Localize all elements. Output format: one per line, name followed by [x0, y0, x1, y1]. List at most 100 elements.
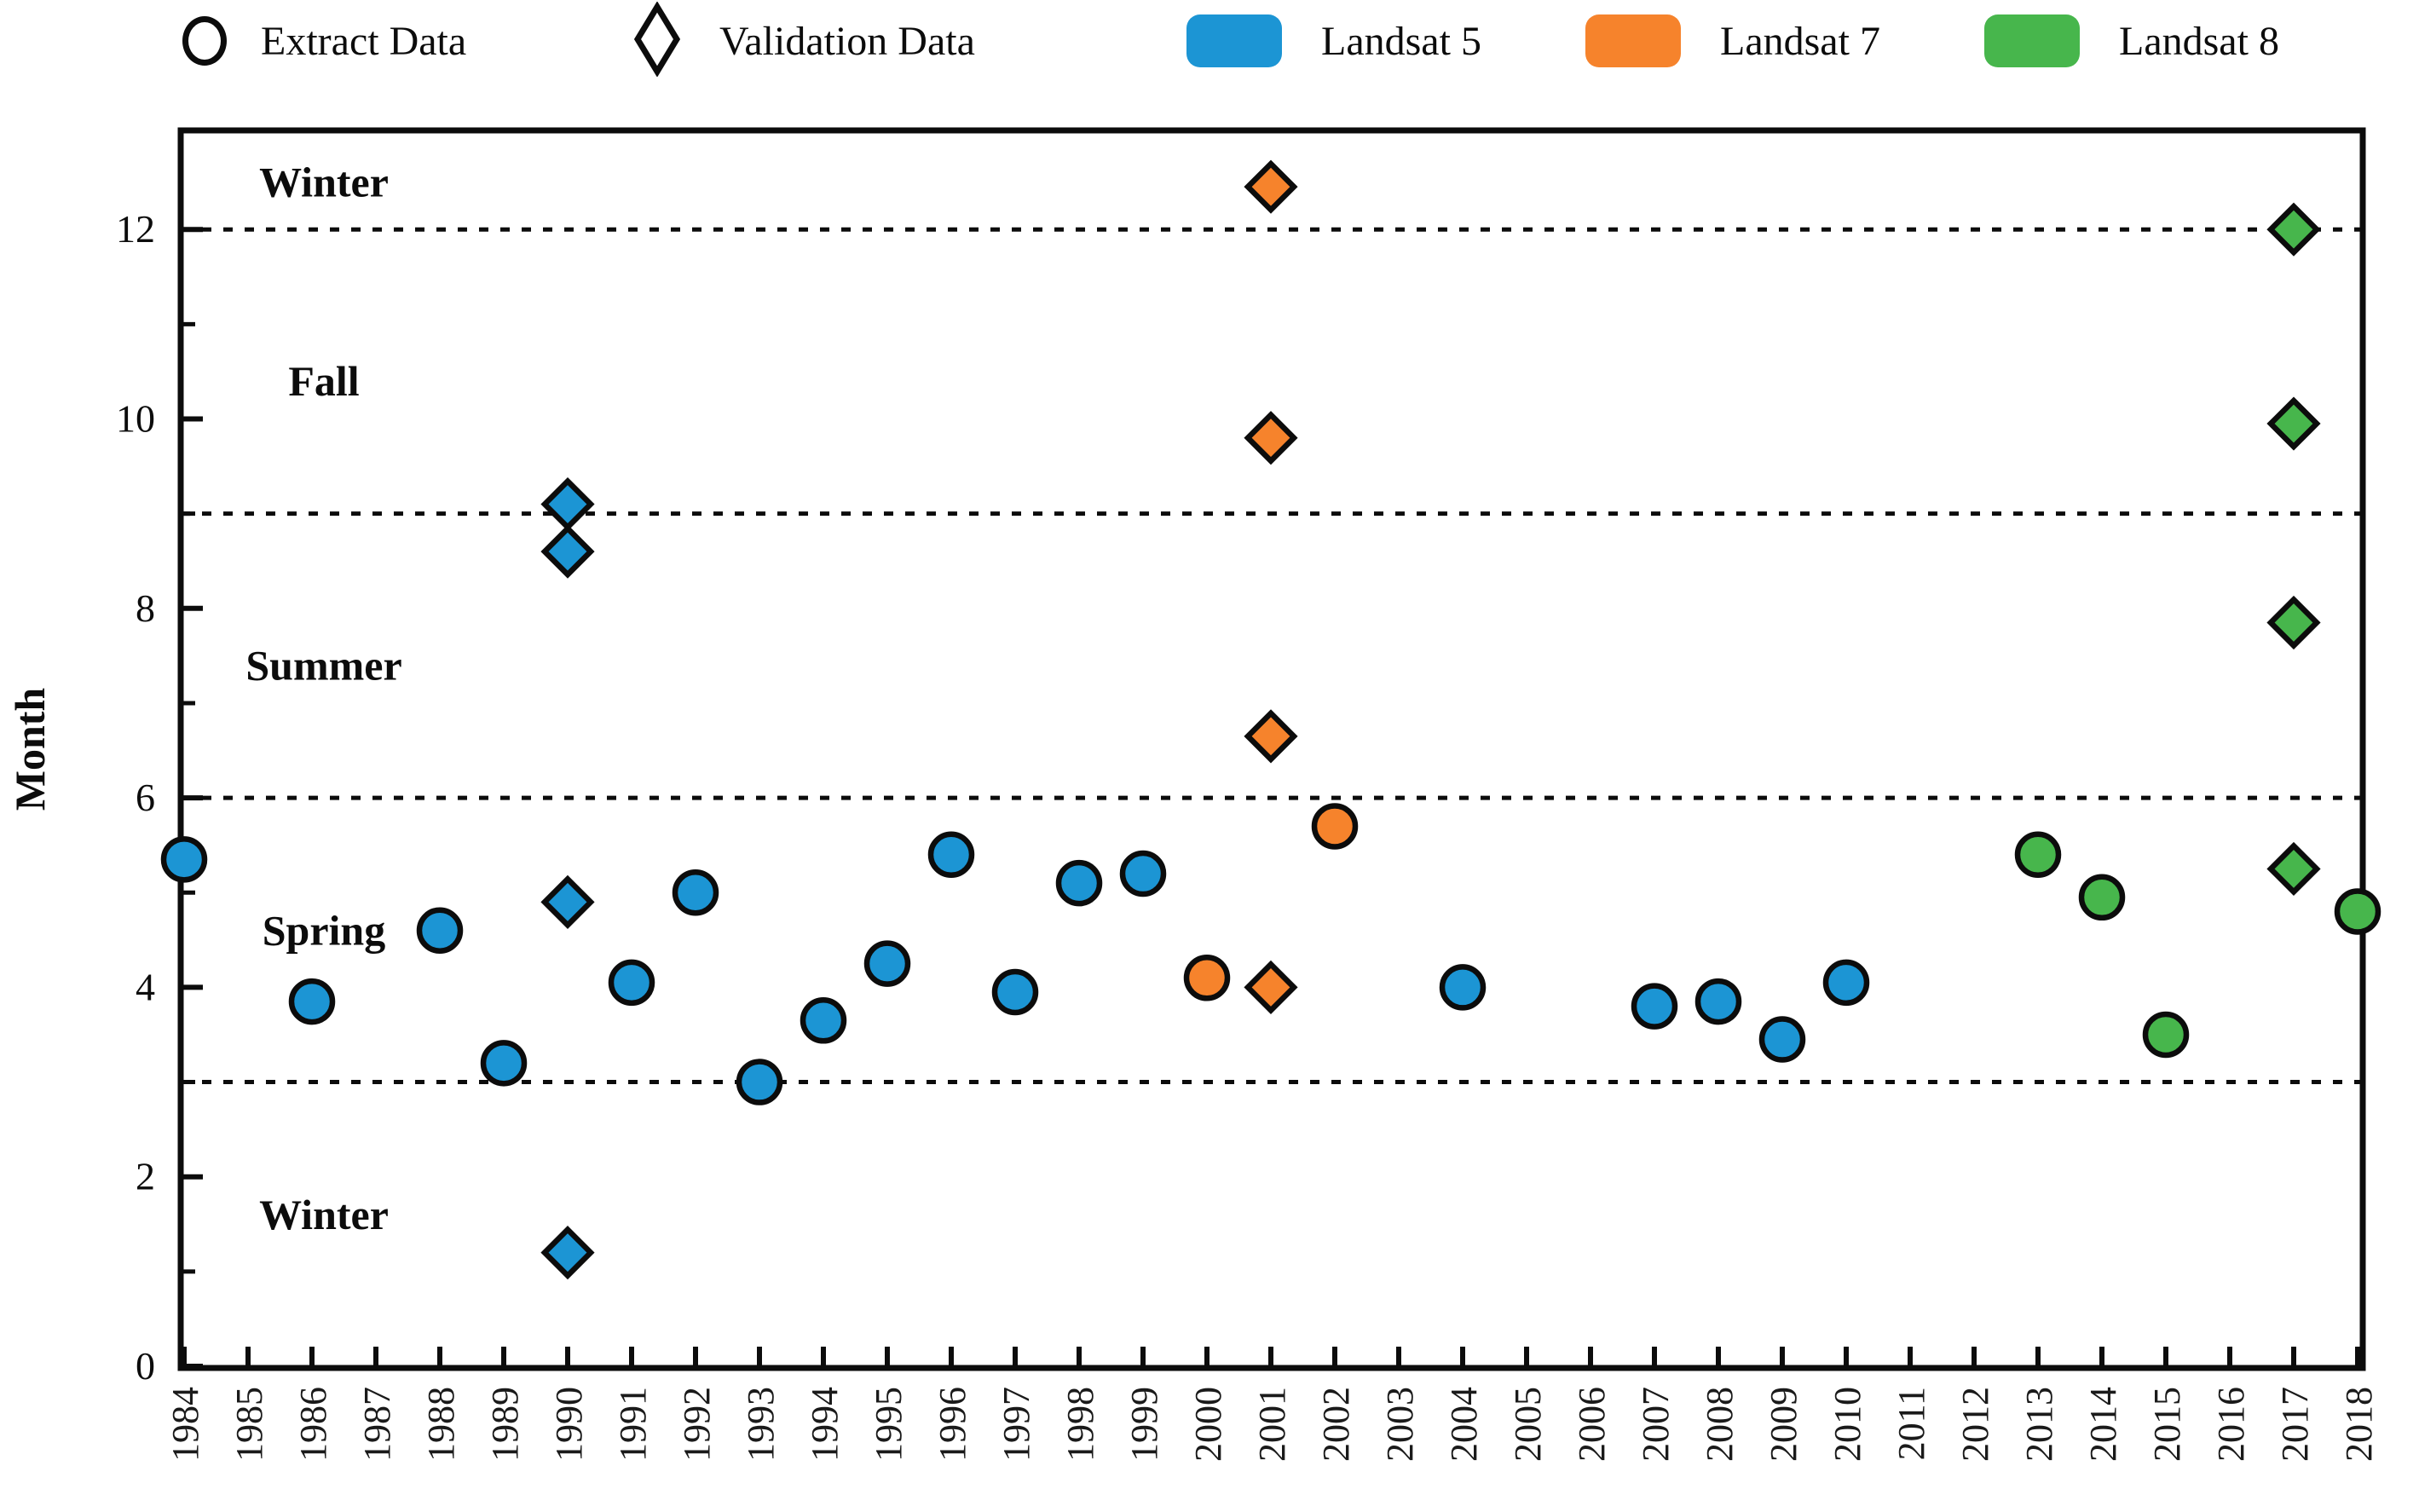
x-tick-label: 2015	[2146, 1387, 2188, 1462]
legend-landsat8-label: Landsat 8	[2119, 18, 2279, 64]
extract-data-point	[1119, 850, 1167, 897]
season-label: Spring	[263, 907, 386, 955]
validation-data-point	[1244, 709, 1298, 764]
validation-data-point	[1244, 159, 1298, 214]
validation-data-point	[540, 874, 595, 929]
legend-landsat5-label: Landsat 5	[1321, 18, 1481, 64]
y-tick-label: 10	[116, 397, 155, 441]
y-tick-label: 8	[136, 586, 155, 630]
x-tick-label: 2017	[2274, 1387, 2316, 1462]
x-tick-label: 1994	[804, 1387, 846, 1462]
extract-data-point	[1055, 859, 1103, 907]
extract-data-point	[1311, 803, 1359, 850]
extract-data-point	[927, 831, 975, 879]
extract-circle-icon	[182, 16, 227, 66]
x-tick-label: 1995	[868, 1387, 909, 1462]
extract-data-point	[800, 997, 847, 1044]
validation-data-point	[2266, 202, 2321, 257]
x-tick-label: 1985	[228, 1387, 270, 1462]
extract-data-point	[160, 836, 208, 883]
x-tick-label: 1993	[740, 1387, 782, 1462]
extract-data-point	[736, 1059, 783, 1105]
y-tick-label: 0	[136, 1344, 155, 1388]
season-label: Winter	[259, 1191, 389, 1238]
x-tick-label: 1989	[484, 1387, 526, 1462]
season-label: Summer	[245, 641, 401, 689]
x-tick-label: 2011	[1891, 1387, 1932, 1460]
x-tick-label: 1984	[165, 1387, 206, 1462]
x-tick-label: 1999	[1123, 1387, 1165, 1462]
extract-data-point	[480, 1040, 528, 1087]
extract-data-point	[1822, 959, 1870, 1007]
legend-item-validation: Validation Data	[632, 0, 975, 82]
x-tick-label: 2012	[1954, 1387, 1996, 1462]
x-tick-label: 2016	[2210, 1387, 2252, 1462]
x-tick-label: 1987	[356, 1387, 398, 1462]
y-tick-label: 4	[136, 965, 155, 1008]
chart-legend: Extract Data Validation Data Landsat 5 L…	[0, 0, 2419, 82]
x-tick-label: 2010	[1827, 1387, 1868, 1462]
validation-data-point	[2266, 396, 2321, 451]
legend-item-landsat7: Landsat 7	[1585, 0, 1880, 82]
x-tick-label: 2003	[1379, 1387, 1421, 1462]
x-tick-label: 1990	[548, 1387, 590, 1462]
x-tick-label: 1986	[292, 1387, 334, 1462]
x-tick-label: 1988	[420, 1387, 462, 1462]
extract-data-point	[1694, 978, 1742, 1025]
extract-data-point	[2014, 831, 2062, 879]
landsat7-color-swatch	[1585, 14, 1681, 67]
validation-data-point	[540, 1226, 595, 1280]
landsat5-color-swatch	[1186, 14, 1282, 67]
x-tick-label: 2007	[1635, 1387, 1677, 1462]
legend-item-extract: Extract Data	[182, 0, 466, 82]
extract-data-point	[1631, 983, 1678, 1030]
y-tick-label: 6	[136, 776, 155, 819]
x-tick-label: 2001	[1251, 1387, 1293, 1462]
validation-diamond-icon	[632, 0, 682, 81]
x-tick-label: 2000	[1187, 1387, 1229, 1462]
season-label: Fall	[288, 357, 359, 405]
x-tick-label: 2013	[2018, 1387, 2060, 1462]
extract-data-point	[991, 968, 1039, 1016]
extract-data-point	[863, 940, 911, 987]
x-tick-label: 2004	[1443, 1387, 1485, 1462]
x-tick-label: 2005	[1507, 1387, 1549, 1462]
extract-data-point	[2334, 888, 2381, 935]
x-tick-label: 1998	[1059, 1387, 1101, 1462]
x-tick-label: 1996	[932, 1387, 973, 1462]
legend-extract-label: Extract Data	[261, 18, 467, 64]
x-tick-label: 2018	[2338, 1387, 2380, 1462]
extract-data-point	[608, 959, 655, 1007]
extract-data-point	[416, 907, 464, 954]
y-axis-title: Month	[6, 688, 54, 811]
extract-data-point	[1439, 964, 1487, 1011]
x-tick-label: 1992	[676, 1387, 718, 1462]
legend-landsat7-label: Landsat 7	[1720, 18, 1880, 64]
x-tick-label: 2002	[1315, 1387, 1357, 1462]
extract-data-point	[1183, 955, 1231, 1001]
y-tick-label: 2	[136, 1155, 155, 1198]
x-tick-label: 2008	[1699, 1387, 1741, 1462]
extract-data-point	[288, 978, 336, 1025]
x-tick-label: 1991	[612, 1387, 654, 1462]
validation-data-point	[1244, 960, 1298, 1014]
x-tick-label: 2006	[1571, 1387, 1613, 1462]
legend-validation-label: Validation Data	[719, 18, 975, 64]
validation-data-point	[1244, 411, 1298, 465]
legend-item-landsat8: Landsat 8	[1984, 0, 2279, 82]
landsat8-color-swatch	[1984, 14, 2080, 67]
extract-data-point	[2142, 1011, 2190, 1059]
extract-data-point	[2078, 874, 2126, 921]
extract-data-point	[1758, 1016, 1806, 1063]
validation-data-point	[540, 524, 595, 579]
season-label: Winter	[259, 159, 389, 206]
x-tick-label: 1997	[996, 1387, 1037, 1462]
validation-data-point	[2266, 841, 2321, 897]
x-tick-label: 2009	[1763, 1387, 1804, 1462]
legend-item-landsat5: Landsat 5	[1186, 0, 1481, 82]
x-tick-label: 2014	[2082, 1387, 2124, 1462]
validation-data-point	[2266, 595, 2321, 650]
y-tick-label: 12	[116, 207, 155, 251]
